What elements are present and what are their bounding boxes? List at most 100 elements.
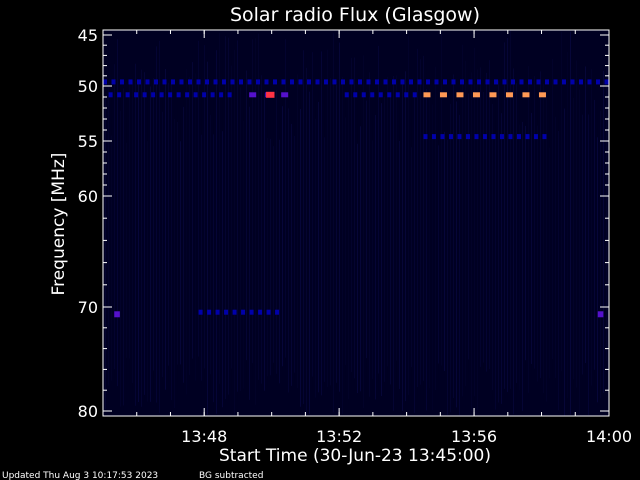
noise-streak [390, 93, 391, 385]
x-ticks: 13:48 13:52 13:56 14:00 [136, 30, 632, 446]
noise-streak [117, 39, 118, 387]
noise-streak [468, 93, 469, 360]
band-dash [400, 79, 405, 85]
band-dash [230, 79, 235, 85]
band-dash [232, 309, 237, 315]
band-dash [423, 92, 431, 98]
noise-streak [393, 76, 394, 411]
band-dash [298, 79, 303, 85]
band-dash [239, 79, 243, 85]
noise-streak [489, 60, 490, 370]
y-tick-label: 45 [78, 26, 98, 45]
noise-streak [330, 78, 331, 386]
y-axis-label: Frequency [MHz] [49, 153, 69, 296]
noise-streak [465, 60, 466, 387]
noise-streak [150, 86, 151, 402]
noise-streak [423, 55, 424, 381]
noise-streak [123, 88, 124, 406]
noise-streak [201, 134, 202, 381]
band-dash [273, 79, 277, 85]
noise-streak [351, 57, 352, 373]
band-dash [426, 79, 430, 85]
band-dash [502, 79, 507, 85]
axes [102, 29, 610, 417]
band-dash [151, 92, 156, 98]
noise-streak [414, 94, 415, 413]
noise-streak [180, 141, 181, 365]
x-axis-label: Start Time (30-Jun-23 13:45:00) [219, 446, 491, 466]
noise-streak [519, 124, 520, 391]
noise-streak [336, 84, 337, 383]
noise-streak [567, 51, 568, 399]
noise-streak [411, 147, 412, 368]
noise-streak [384, 96, 385, 382]
noise-streak [276, 89, 277, 374]
noise-streak [261, 75, 262, 384]
band-dash [358, 79, 362, 85]
noise-streak [246, 70, 247, 361]
band-dash [511, 79, 515, 85]
noise-streak [105, 97, 106, 410]
noise-streak [486, 72, 487, 372]
band-dash [579, 79, 583, 85]
band-dash [134, 92, 139, 98]
noise-streak [507, 38, 508, 393]
noise-streaks [105, 30, 607, 416]
noise-streak [270, 138, 271, 376]
noise-streak [513, 68, 514, 415]
band-dash [108, 92, 113, 98]
band-dash [448, 134, 453, 140]
noise-streak [213, 134, 214, 403]
band-dash [460, 79, 464, 85]
band-dash [128, 79, 133, 85]
band-dash [366, 79, 371, 85]
noise-streak [372, 140, 373, 379]
noise-streak [540, 71, 541, 379]
band-dash [434, 79, 439, 85]
band-dash [587, 79, 592, 85]
band-dash [341, 79, 345, 85]
noise-streak [579, 89, 580, 415]
noise-streak [543, 83, 544, 394]
noise-streak [165, 68, 166, 390]
band-dash [443, 79, 447, 85]
band-dash [247, 79, 252, 85]
burst-dash [249, 92, 257, 98]
noise-streak [141, 69, 142, 407]
noise-streak [207, 61, 208, 415]
noise-streak [126, 142, 127, 358]
band-dash [451, 79, 456, 85]
band-dash [375, 79, 379, 85]
noise-streak [249, 106, 250, 400]
noise-streak [183, 106, 184, 383]
band-dash [383, 79, 388, 85]
noise-streak [153, 78, 154, 371]
band-dash [417, 79, 422, 85]
noise-streak [534, 76, 535, 369]
noise-streak [369, 72, 370, 397]
band-dash [361, 92, 366, 98]
noise-streak [291, 123, 292, 386]
noise-streak [537, 125, 538, 382]
band-dash [378, 92, 383, 98]
noise-streak [219, 32, 220, 384]
noise-streak [555, 116, 556, 378]
noise-streak [339, 42, 340, 392]
noise-streak [159, 40, 160, 414]
band-dash [210, 92, 215, 98]
noise-streak [420, 59, 421, 385]
band-dash [193, 92, 198, 98]
noise-streak [333, 33, 334, 413]
noise-streak [387, 76, 388, 367]
band-dash [553, 79, 558, 85]
band-dash [137, 79, 141, 85]
y-tick-label: 50 [78, 77, 98, 96]
band-dash [545, 79, 549, 85]
band-dash [264, 79, 269, 85]
band-dash [198, 309, 203, 315]
band-dash [154, 79, 158, 85]
noise-streak [477, 69, 478, 410]
noise-streak [348, 94, 349, 400]
band-dash [213, 79, 218, 85]
x-tick-label: 13:48 [181, 427, 227, 446]
